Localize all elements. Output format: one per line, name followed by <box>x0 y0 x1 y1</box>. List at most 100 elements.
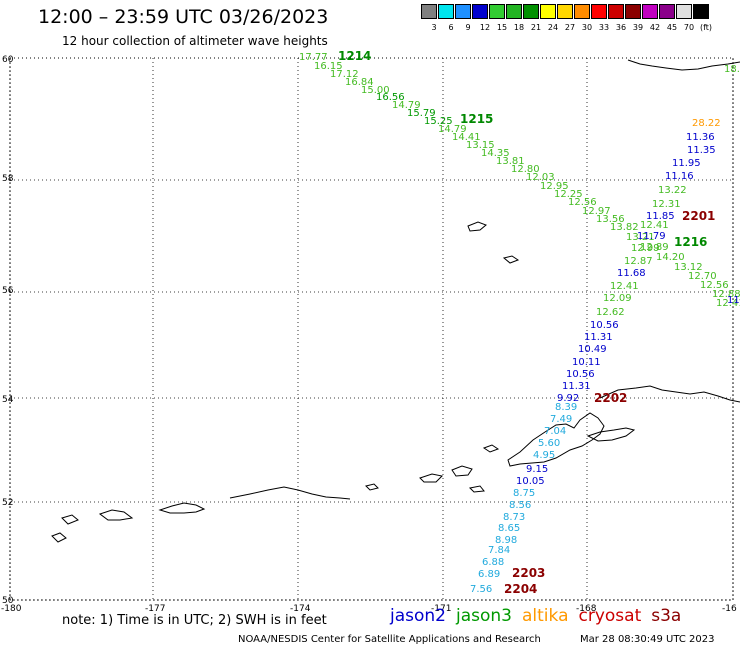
colorbar-swatch <box>608 4 624 19</box>
colorbar-swatch <box>676 4 692 19</box>
colorbar-swatch <box>421 4 437 19</box>
wave-height-reading: 18. <box>724 64 740 75</box>
wave-height-reading: 14.35 <box>481 148 510 159</box>
pass-label: 1215 <box>460 112 493 126</box>
coastline-segment <box>502 255 520 264</box>
wave-height-reading: 12.87 <box>624 256 653 267</box>
wave-height-reading: 12.41 <box>716 298 740 309</box>
colorbar-swatch <box>506 4 522 19</box>
pass-label: 2202 <box>594 391 627 405</box>
pass-labels: 1214 1215 1216 2201 2202 2203 2204 <box>338 49 715 596</box>
wave-height-reading: 13.56 <box>596 214 625 225</box>
wave-height-reading: 10.05 <box>516 476 545 487</box>
pass-label: 2201 <box>682 209 715 223</box>
coastline-segment <box>599 385 740 403</box>
wave-height-reading: 8.65 <box>498 523 520 534</box>
wave-height-reading: 12.80 <box>511 164 540 175</box>
colorbar-swatch <box>523 4 539 19</box>
wave-height-reading: 7.84 <box>488 545 510 556</box>
coastline-segment <box>51 532 67 543</box>
wave-height-reading: 13.82 <box>610 222 639 233</box>
colorbar-swatch <box>489 4 505 19</box>
wave-height-reading: 12.97 <box>582 206 611 217</box>
colorbar-label: 18 <box>513 23 525 32</box>
coastline-segment <box>586 427 636 442</box>
pass-label: 1214 <box>338 49 371 63</box>
coastline-segment <box>98 509 134 521</box>
colorbar-swatch <box>557 4 573 19</box>
colorbar-label: 45 <box>666 23 678 32</box>
wave-height-reading: 12.25 <box>554 189 583 200</box>
wave-height-reading: 13.22 <box>658 185 687 196</box>
colorbar-swatch <box>642 4 658 19</box>
wave-height-reading: 12.88 <box>712 289 740 300</box>
coastline-segment <box>468 485 485 493</box>
longitude-label: -171 <box>431 604 451 614</box>
wave-height-reading: 14.79 <box>392 100 421 111</box>
wave-height-reading: 8.98 <box>495 535 517 546</box>
colorbar-swatch <box>455 4 471 19</box>
wave-height-reading: 7.04 <box>544 426 566 437</box>
coastline-segment <box>451 465 473 477</box>
map-title: 12:00 – 23:59 UTC 03/26/2023 <box>38 6 329 28</box>
wave-height-reading: 11.16 <box>665 171 694 182</box>
wave-height-reading: 11.31 <box>584 332 613 343</box>
wave-height-reading: 13.21 <box>626 232 655 243</box>
generation-timestamp: Mar 28 08:30:49 UTC 2023 <box>580 634 715 645</box>
colorbar-label: 9 <box>465 23 471 32</box>
wave-height-reading: 11.31 <box>562 381 591 392</box>
wave-height-reading: 11.95 <box>672 158 701 169</box>
pass-label: 1216 <box>674 235 707 249</box>
legend-jason2: jason2 <box>390 606 446 626</box>
colorbar-label: 6 <box>448 23 454 32</box>
wave-height-reading: 13.81 <box>496 156 525 167</box>
coastline-segment <box>365 483 379 491</box>
wave-height-reading: 11. <box>727 295 740 306</box>
wave-height-reading: 28.22 <box>692 118 721 129</box>
coastline-segment <box>467 221 487 232</box>
wave-height-reading: 14.79 <box>438 124 467 135</box>
wave-height-reading: 7.56 <box>470 584 492 595</box>
wave-height-reading: 7.49 <box>550 414 572 425</box>
wave-height-reading: 15.25 <box>424 116 453 127</box>
latitude-label: 54 <box>2 395 14 405</box>
wave-height-reading: 13.12 <box>674 262 703 273</box>
coastline-segment <box>507 412 605 467</box>
wave-height-reading: 8.73 <box>503 512 525 523</box>
wave-height-reading: 12.41 <box>610 281 639 292</box>
wave-height-reading: 12.89 <box>640 242 669 253</box>
wave-height-reading: 12.41 <box>640 220 669 231</box>
legend-cryosat: cryosat <box>578 606 642 626</box>
wave-height-reading: 12.99 <box>631 243 660 254</box>
wave-height-reading: 11.79 <box>637 231 666 242</box>
colorbar-label: 30 <box>581 23 593 32</box>
wave-height-reading: 12.31 <box>652 199 681 210</box>
coastline-segment <box>627 59 740 71</box>
pass-label: 2203 <box>512 566 545 580</box>
wave-height-reading: 12.03 <box>526 172 555 183</box>
longitude-label: -168 <box>576 604 597 614</box>
colorbar-label: 42 <box>649 23 661 32</box>
longitude-label: -174 <box>290 604 311 614</box>
wave-height-reading: 15.00 <box>361 85 390 96</box>
legend-s3a: s3a <box>651 606 682 626</box>
colorbar-label: 12 <box>479 23 491 32</box>
wave-height-reading: 17.12 <box>330 69 359 80</box>
wave-height-reading: 11.36 <box>686 132 715 143</box>
colorbar-label: 21 <box>530 23 542 32</box>
longitude-label: -180 <box>1 604 22 614</box>
latitude-label: 58 <box>2 174 14 184</box>
wave-height-reading: 12.62 <box>596 307 625 318</box>
colorbar-label: 15 <box>496 23 508 32</box>
wave-height-reading: 12.09 <box>603 293 632 304</box>
map-credit: NOAA/NESDIS Center for Satellite Applica… <box>238 634 541 645</box>
latitude-label: 50 <box>2 596 14 606</box>
wave-height-reading: 14.20 <box>656 252 685 263</box>
wave-height-reading: 17.77 <box>299 52 328 63</box>
wave-height-reading: 14.41 <box>452 132 481 143</box>
wave-height-reading: 11.68 <box>617 268 646 279</box>
colorbar-label: 33 <box>598 23 610 32</box>
wave-height-reading: 15.79 <box>407 108 436 119</box>
wave-height-reading: 5.60 <box>538 438 560 449</box>
